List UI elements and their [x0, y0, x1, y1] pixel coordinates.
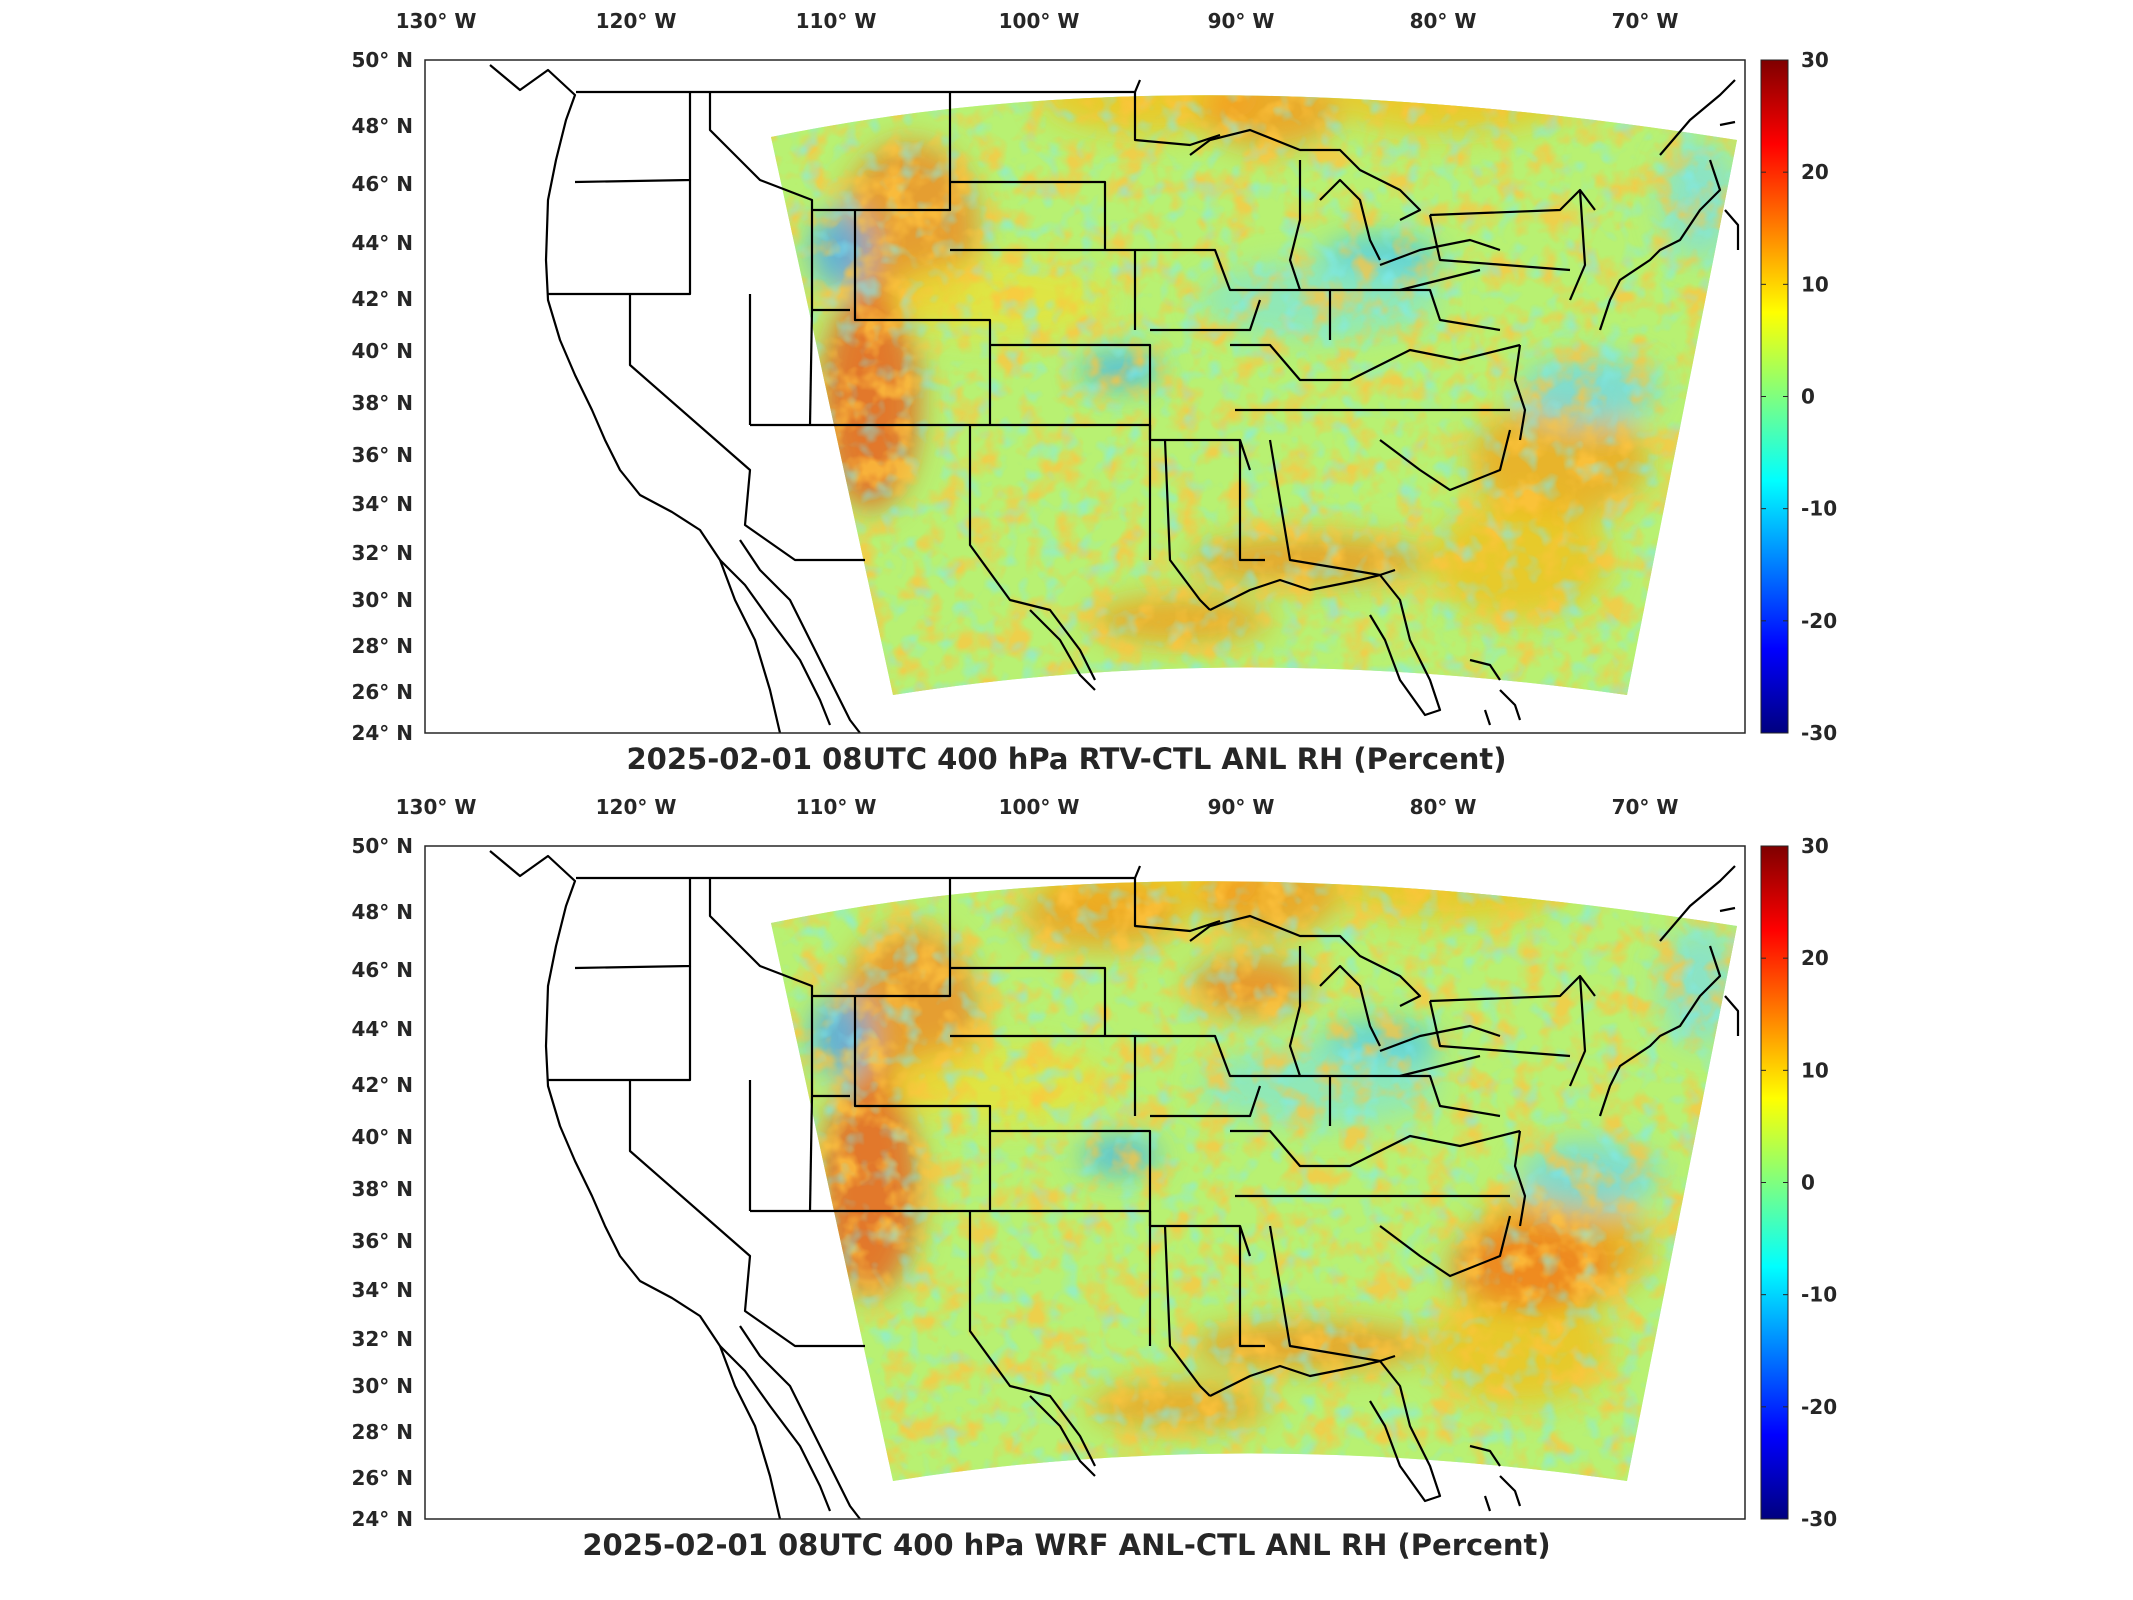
map-axes-frame	[424, 845, 1746, 1520]
colorbar-tick-label: -30	[1801, 1507, 1837, 1531]
lon-tick-label: 80° W	[1410, 9, 1477, 33]
lat-tick-label: 46° N	[351, 172, 413, 196]
lat-tick-label: 50° N	[351, 834, 413, 858]
lat-tick-label: 46° N	[351, 958, 413, 982]
panel-1: 130° W 120° W 110° W 100° W 90° W 80° W 70° W 5…	[351, 9, 1837, 776]
lat-tick-label: 40° N	[351, 1125, 413, 1149]
lat-tick-label: 36° N	[351, 1229, 413, 1253]
lat-tick-label: 48° N	[351, 114, 413, 138]
colorbar-tick-label: 0	[1801, 1171, 1815, 1195]
lat-tick-label: 30° N	[351, 588, 413, 612]
lat-tick-label: 44° N	[351, 231, 413, 255]
panel-title-1: 2025-02-01 08UTC 400 hPa RTV-CTL ANL RH …	[626, 742, 1507, 776]
lat-tick-label: 34° N	[351, 1278, 413, 1302]
panel-2: 130° W 120° W 110° W 100° W 90° W 80° W 70° W 5…	[0, 786, 2133, 1600]
colorbar-tick-label: -10	[1801, 497, 1837, 521]
lat-tick-label: 24° N	[351, 1507, 413, 1531]
lon-tick-label: 130° W	[396, 795, 477, 819]
panel-title-2: 2025-02-01 08UTC 400 hPa WRF ANL-CTL ANL…	[582, 1528, 1551, 1562]
lon-tick-label: 100° W	[999, 795, 1080, 819]
colorbar-tick-label: 30	[1801, 48, 1829, 72]
state-boundaries	[489, 64, 1740, 734]
colorbar-tick-label: 30	[1801, 834, 1829, 858]
lon-tick-label: 120° W	[596, 9, 677, 33]
colorbar-tick-label: 10	[1801, 1058, 1829, 1082]
lat-tick-label: 32° N	[351, 1327, 413, 1351]
lat-tick-label: 34° N	[351, 492, 413, 516]
lat-tick-label: 26° N	[351, 1466, 413, 1490]
colorbar-tick-label: -20	[1801, 609, 1837, 633]
lon-tick-label: 130° W	[396, 9, 477, 33]
lat-tick-label: 24° N	[351, 721, 413, 745]
lat-tick-label: 32° N	[351, 541, 413, 565]
lat-tick-label: 28° N	[351, 1420, 413, 1444]
map-figure-2: 130° W 120° W 110° W 100° W 90° W 80° W 70° W 5…	[351, 795, 1837, 1531]
lon-tick-label: 90° W	[1208, 795, 1275, 819]
map-axes-frame	[424, 59, 1746, 734]
lon-tick-label: 80° W	[1410, 795, 1477, 819]
rh-difference-field	[771, 881, 1737, 1481]
state-boundaries	[489, 850, 1740, 1520]
lat-tick-label: 42° N	[351, 1073, 413, 1097]
lat-tick-label: 38° N	[351, 391, 413, 415]
lat-tick-label: 50° N	[351, 48, 413, 72]
lat-tick-label: 48° N	[351, 900, 413, 924]
lat-tick-label: 28° N	[351, 634, 413, 658]
colorbar-tick-label: 20	[1801, 160, 1829, 184]
lat-tick-label: 30° N	[351, 1374, 413, 1398]
lon-tick-label: 90° W	[1208, 9, 1275, 33]
lat-tick-label: 42° N	[351, 287, 413, 311]
lon-tick-label: 70° W	[1612, 9, 1679, 33]
lon-tick-label: 120° W	[596, 795, 677, 819]
colorbar-tick-label: 10	[1801, 272, 1829, 296]
map-figure-1: 130° W 120° W 110° W 100° W 90° W 80° W 70° W 5…	[351, 9, 1837, 745]
colorbar-tick-label: 20	[1801, 946, 1829, 970]
lat-tick-label: 40° N	[351, 339, 413, 363]
colorbar-tick-label: -30	[1801, 721, 1837, 745]
lon-tick-label: 100° W	[999, 9, 1080, 33]
lon-tick-label: 70° W	[1612, 795, 1679, 819]
colorbar-tick-label: -10	[1801, 1283, 1837, 1307]
lon-tick-label: 110° W	[796, 795, 877, 819]
lat-tick-label: 36° N	[351, 443, 413, 467]
lat-tick-label: 44° N	[351, 1017, 413, 1041]
lon-tick-label: 110° W	[796, 9, 877, 33]
lat-tick-label: 26° N	[351, 680, 413, 704]
colorbar-tick-label: -20	[1801, 1395, 1837, 1419]
rh-difference-field	[771, 95, 1737, 695]
lat-tick-label: 38° N	[351, 1177, 413, 1201]
colorbar-tick-label: 0	[1801, 385, 1815, 409]
